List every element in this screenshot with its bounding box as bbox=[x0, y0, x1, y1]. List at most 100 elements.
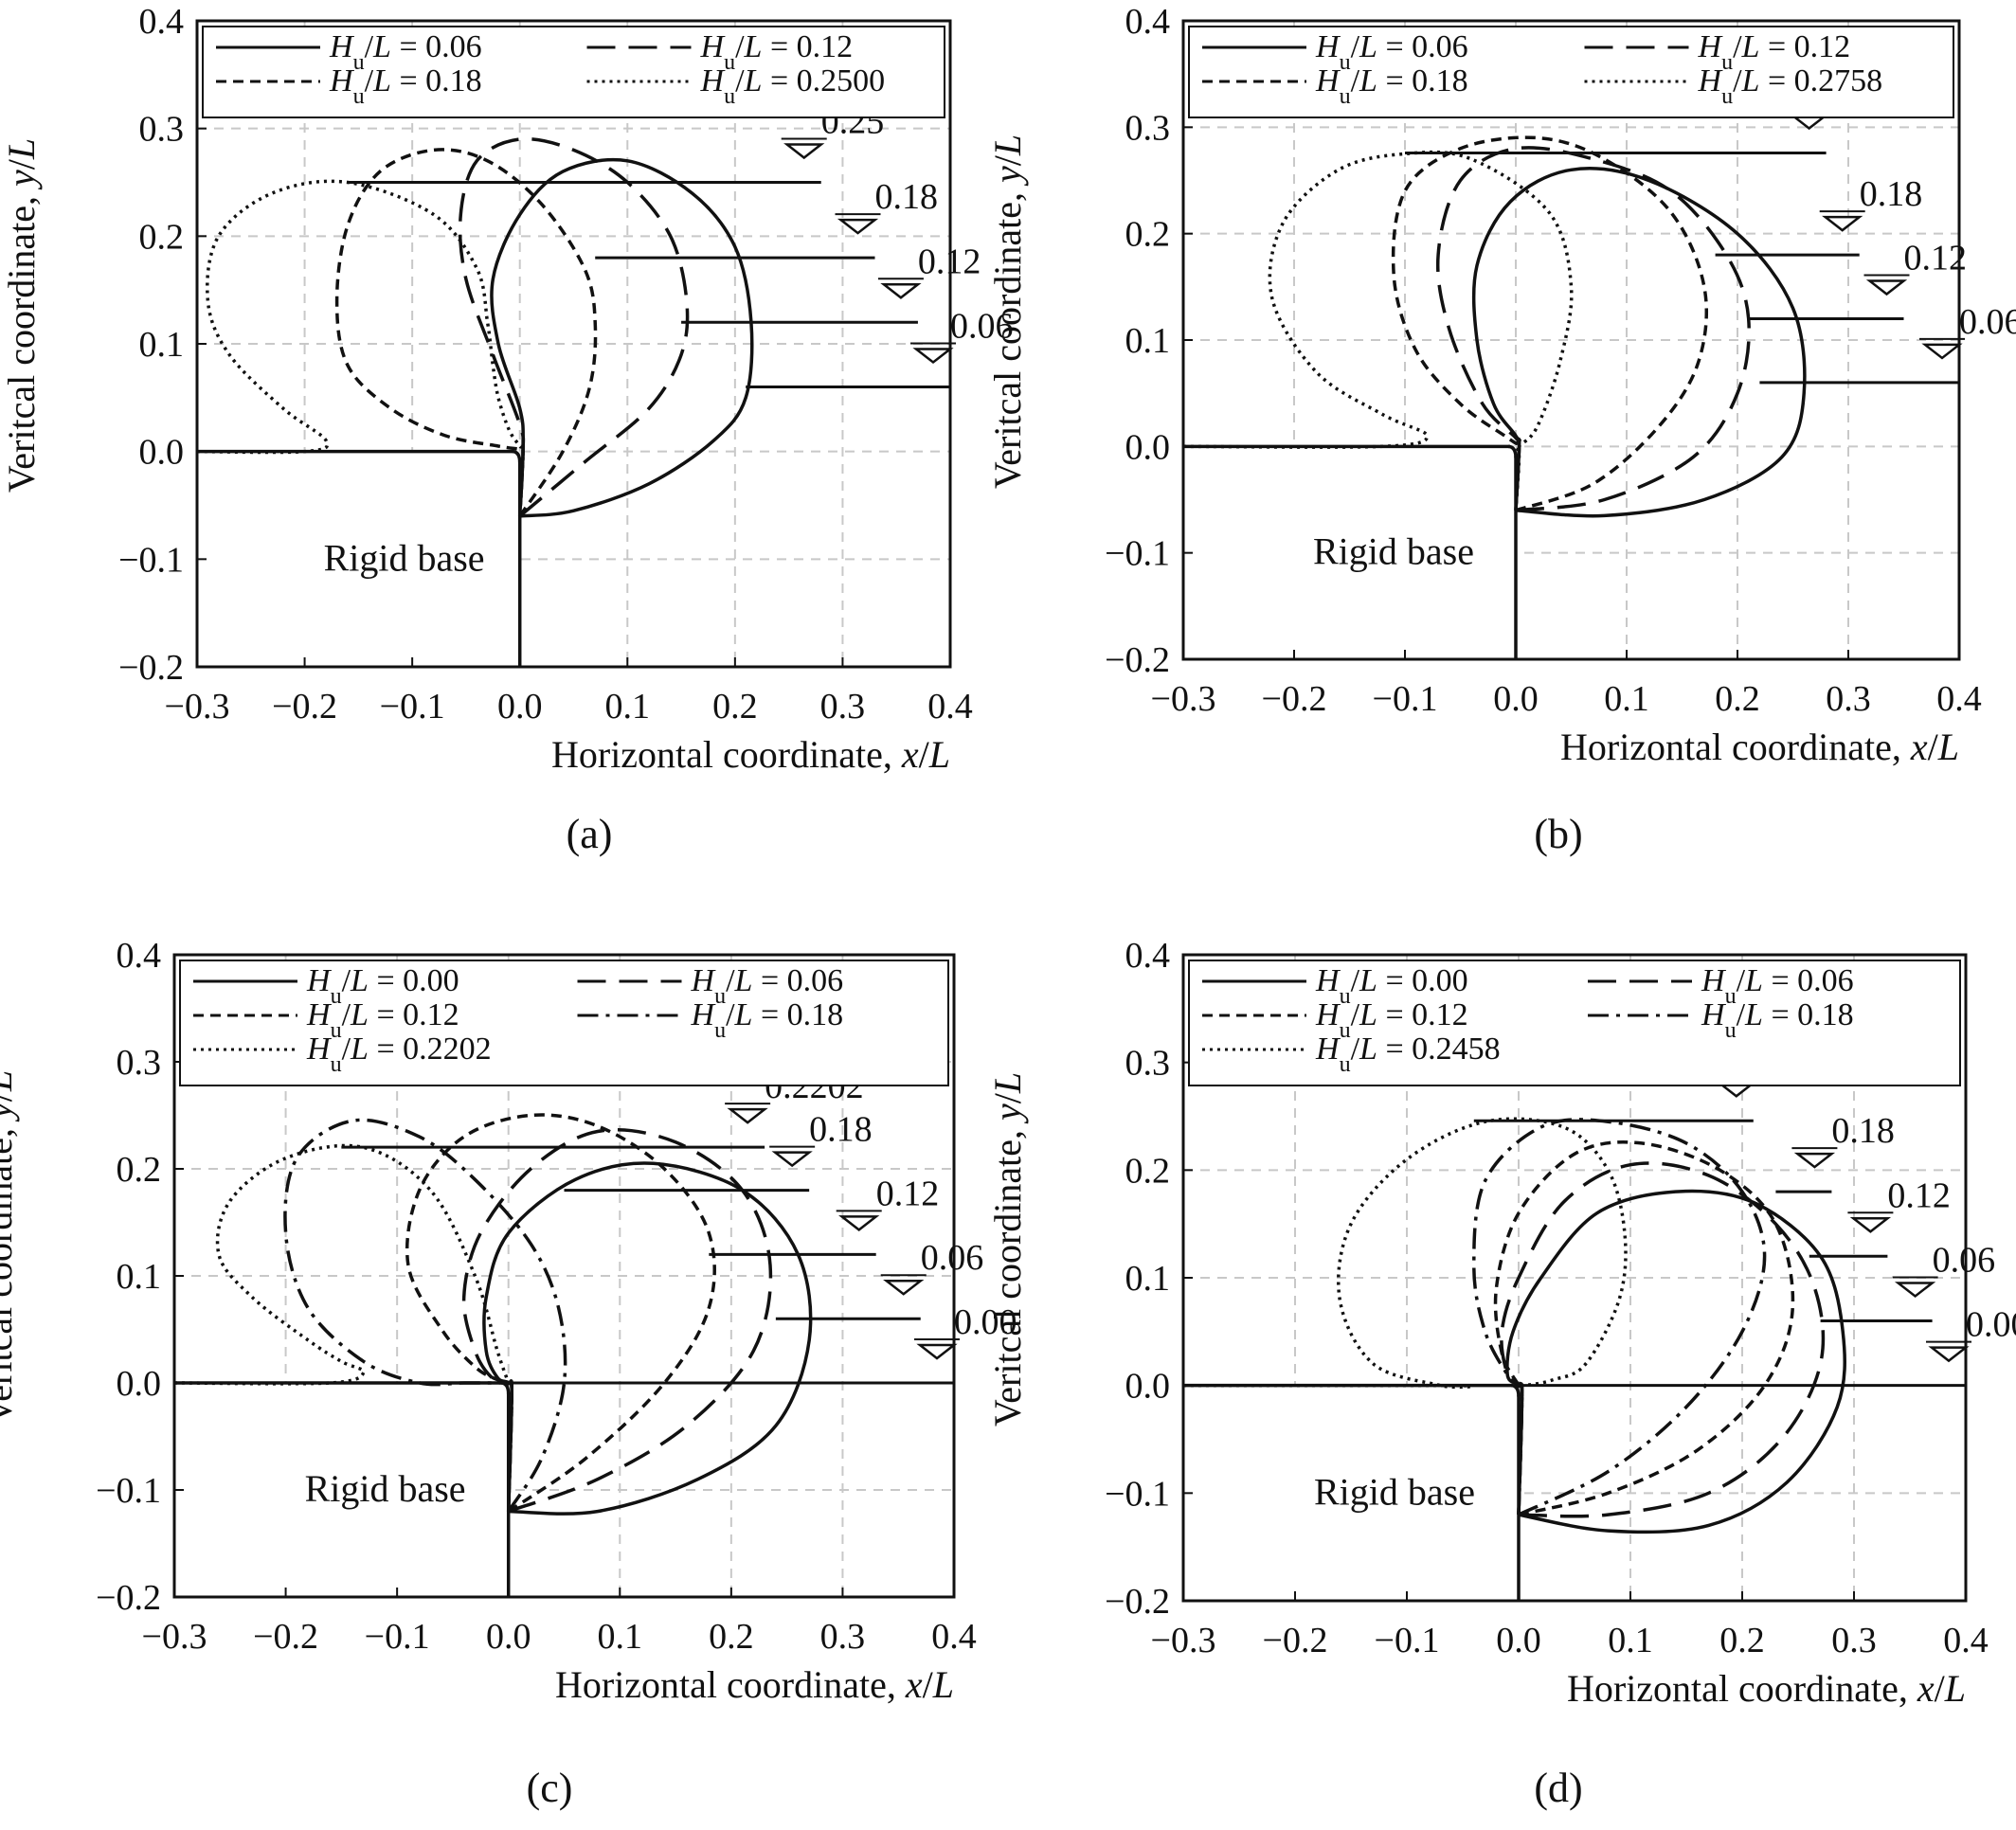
y-tick-label: −0.1 bbox=[1105, 534, 1170, 574]
curve-hu-l-0-06 bbox=[1500, 1161, 1826, 1518]
curve-hu-l-0-06 bbox=[1471, 167, 1807, 518]
water-level-marker bbox=[883, 1279, 925, 1296]
y-tick-label: 0.3 bbox=[1125, 108, 1171, 148]
legend-label: Hu/L = 0.18 bbox=[1315, 63, 1468, 109]
y-axis-label: Veritcal coordinate, y/L bbox=[986, 135, 1029, 489]
x-tick-label: 0.1 bbox=[1604, 679, 1649, 719]
water-level-marker bbox=[1849, 1217, 1892, 1233]
water-level-marker bbox=[1865, 279, 1908, 296]
y-tick-label: 0.4 bbox=[139, 2, 185, 42]
y-tick-label: −0.2 bbox=[1105, 640, 1170, 680]
panel-label: (b) bbox=[1534, 811, 1582, 857]
x-tick-label: 0.0 bbox=[1493, 679, 1539, 719]
curves bbox=[174, 1113, 813, 1516]
water-level-marker bbox=[838, 1215, 880, 1231]
y-tick-label: 0.3 bbox=[117, 1043, 162, 1083]
y-tick-label: 0.2 bbox=[117, 1150, 162, 1190]
rigid-base-label: Rigid base bbox=[1314, 1470, 1475, 1513]
legend-label: Hu/L = 0.06 bbox=[329, 29, 482, 75]
y-tick-label: −0.1 bbox=[1105, 1474, 1170, 1514]
curve-hu-l-0-18 bbox=[1391, 135, 1709, 512]
chart-panel-d: Rigid base0.24580.180.120.060.00−0.3−0.2… bbox=[986, 936, 2016, 1811]
legend-box bbox=[179, 960, 949, 1086]
y-tick-label: 0.4 bbox=[1125, 2, 1171, 42]
water-level-label: 0.12 bbox=[1887, 1175, 1950, 1215]
curves bbox=[1183, 135, 1807, 518]
x-tick-label: 0.4 bbox=[927, 687, 973, 727]
legend-label: Hu/L = 0.00 bbox=[1315, 963, 1468, 1009]
panel-label: (c) bbox=[527, 1765, 573, 1811]
water-level-label: 0.18 bbox=[1831, 1111, 1895, 1151]
x-tick-label: 0.0 bbox=[1496, 1621, 1541, 1660]
y-tick-label: 0.2 bbox=[1125, 1151, 1171, 1191]
water-level-marker bbox=[837, 218, 879, 235]
x-tick-label: −0.3 bbox=[1151, 679, 1216, 719]
x-tick-label: −0.3 bbox=[165, 687, 230, 727]
x-tick-label: 0.2 bbox=[1715, 679, 1760, 719]
y-tick-label: −0.1 bbox=[118, 540, 184, 580]
water-level-marker bbox=[727, 1107, 768, 1124]
curve-hu-l-0-2500 bbox=[197, 179, 525, 516]
y-tick-label: 0.0 bbox=[1125, 1367, 1171, 1407]
y-tick-label: 0.1 bbox=[1125, 321, 1171, 361]
x-tick-label: 0.4 bbox=[1943, 1621, 1989, 1660]
y-axis-label: Veritcal coordinate, y/L bbox=[0, 1070, 20, 1425]
water-level-label: 0.18 bbox=[1860, 174, 1923, 214]
legend-label: Hu/L = 0.12 bbox=[1315, 997, 1468, 1043]
legend-box bbox=[202, 26, 945, 118]
x-tick-label: 0.4 bbox=[931, 1617, 977, 1657]
rigid-base-block bbox=[197, 451, 520, 667]
legend-label: Hu/L = 0.12 bbox=[306, 997, 459, 1043]
legend-label: Hu/L = 0.06 bbox=[1315, 29, 1468, 75]
x-tick-label: −0.1 bbox=[1373, 679, 1438, 719]
water-level-label: 0.18 bbox=[875, 177, 939, 217]
x-tick-label: 0.4 bbox=[1936, 679, 1982, 719]
water-level-marker bbox=[880, 283, 922, 299]
rigid-base-block bbox=[174, 1383, 509, 1597]
water-level-marker bbox=[771, 1151, 813, 1168]
legend-box bbox=[1188, 960, 1961, 1086]
legend-label: Hu/L = 0.18 bbox=[691, 997, 844, 1043]
legend-label: Hu/L = 0.00 bbox=[306, 963, 459, 1009]
water-level-marker bbox=[783, 143, 825, 160]
x-tick-label: 0.0 bbox=[497, 687, 543, 727]
curves bbox=[197, 136, 754, 518]
rigid-base-label: Rigid base bbox=[324, 536, 485, 579]
panel-label: (a) bbox=[567, 811, 613, 857]
water-level-label: 0.06 bbox=[1933, 1240, 1996, 1280]
y-tick-label: 0.4 bbox=[117, 936, 162, 976]
legend-label: Hu/L = 0.2758 bbox=[1698, 63, 1883, 109]
y-tick-label: 0.2 bbox=[1125, 215, 1171, 255]
chart-panel-b: Rigid base0.27580.180.120.06−0.3−0.2−0.1… bbox=[986, 2, 2016, 857]
x-tick-label: 0.3 bbox=[820, 1617, 866, 1657]
water-level-marker bbox=[1894, 1282, 1936, 1299]
y-axis-label: Veritcal coordinate, y/L bbox=[986, 1072, 1029, 1426]
x-axis-label: Horizontal coordinate, x/L bbox=[551, 733, 950, 776]
x-tick-label: 0.1 bbox=[1608, 1621, 1653, 1660]
y-tick-label: 0.1 bbox=[1125, 1259, 1171, 1299]
water-level-marker bbox=[912, 348, 954, 365]
x-tick-label: −0.2 bbox=[1262, 679, 1327, 719]
water-level-label: 0.00 bbox=[1966, 1305, 2016, 1345]
legend-box bbox=[1188, 26, 1954, 118]
legend-label: Hu/L = 0.12 bbox=[1698, 29, 1851, 75]
legend-label: Hu/L = 0.18 bbox=[1701, 997, 1854, 1043]
curve-hu-l-0-06 bbox=[490, 157, 754, 518]
water-level-label: 0.06 bbox=[950, 306, 1014, 346]
legend-label: Hu/L = 0.18 bbox=[329, 63, 482, 109]
curve-hu-l-0-12 bbox=[458, 136, 690, 518]
water-level-label: 0.06 bbox=[921, 1238, 983, 1278]
water-level-marker bbox=[1921, 343, 1963, 360]
x-tick-label: 0.1 bbox=[605, 687, 651, 727]
y-tick-label: 0.0 bbox=[117, 1364, 162, 1404]
y-tick-label: 0.1 bbox=[117, 1257, 162, 1297]
y-tick-label: −0.2 bbox=[1105, 1582, 1170, 1622]
curve-hu-l-0-06 bbox=[461, 1128, 773, 1514]
y-tick-label: 0.3 bbox=[1125, 1044, 1171, 1084]
x-axis-label: Horizontal coordinate, x/L bbox=[1560, 726, 1959, 768]
x-tick-label: 0.2 bbox=[709, 1617, 754, 1657]
x-tick-label: 0.3 bbox=[820, 687, 866, 727]
curve-hu-l-0-12 bbox=[1493, 1140, 1795, 1516]
